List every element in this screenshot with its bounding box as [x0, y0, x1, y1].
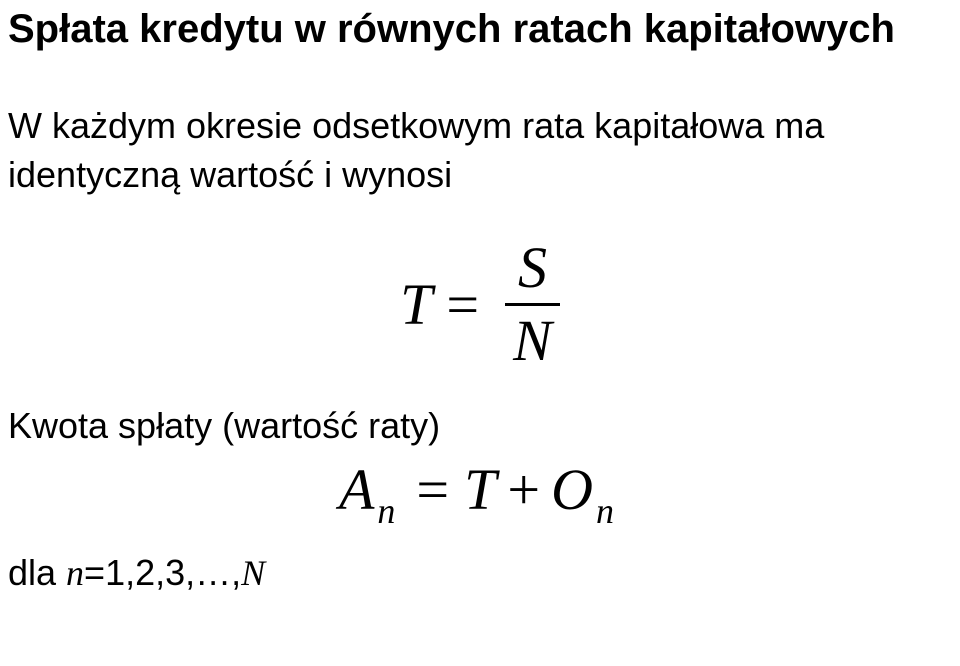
formula1-numerator: S: [505, 239, 560, 306]
formula-payment: An=T+On: [8, 461, 952, 529]
range-rest: =1,2,3,…,: [84, 552, 241, 593]
intro-paragraph: W każdym okresie odsetkowym rata kapitał…: [8, 102, 952, 199]
paragraph-range: dla n=1,2,3,…,N: [8, 549, 952, 598]
formula2-O: O: [551, 457, 594, 522]
range-var-n: n: [66, 553, 84, 593]
formula1-equals: =: [432, 276, 493, 334]
formula1-lhs: T: [400, 276, 432, 334]
formula-capital-rate: T= S N: [8, 239, 952, 370]
formula1-denominator: N: [505, 306, 560, 370]
formula2-O-sub: n: [594, 491, 621, 531]
range-N: N: [241, 553, 265, 593]
formula2-plus: +: [497, 457, 551, 522]
formula2-T: T: [464, 457, 497, 522]
formula1-fraction: S N: [505, 239, 560, 370]
formula2-equals: =: [402, 457, 464, 522]
range-prefix: dla: [8, 552, 66, 593]
formula2-A-sub: n: [375, 491, 402, 531]
formula2-A: A: [339, 457, 375, 522]
paragraph-payment: Kwota spłaty (wartość raty): [8, 402, 952, 451]
page-title: Spłata kredytu w równych ratach kapitało…: [8, 4, 952, 54]
